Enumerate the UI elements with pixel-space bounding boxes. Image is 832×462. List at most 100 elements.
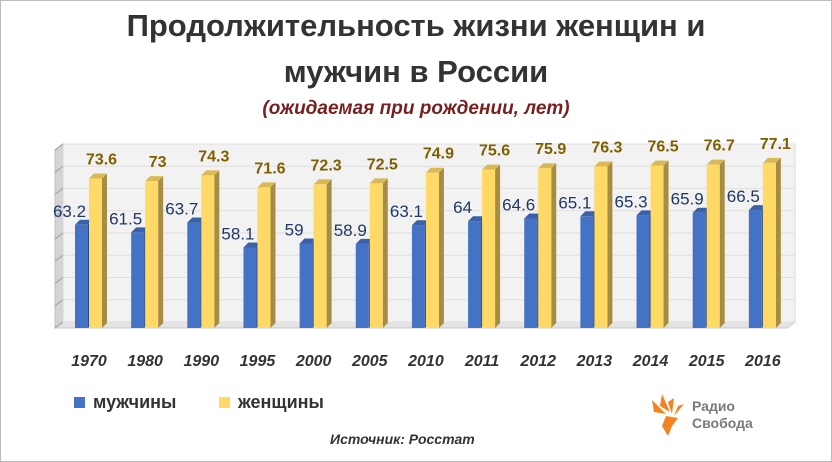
- data-label: 73: [149, 154, 167, 171]
- bar-мужчины-1980: [131, 232, 145, 328]
- legend-swatch-men: [74, 397, 85, 408]
- data-label: 73.6: [86, 151, 117, 168]
- data-label: 63.1: [390, 202, 423, 221]
- bar-женщины-2015: [706, 164, 720, 328]
- data-label: 65.1: [558, 193, 591, 212]
- bar-женщины-2010: [425, 172, 439, 328]
- bar-side: [775, 157, 781, 328]
- bar-top: [131, 227, 150, 233]
- bar-side: [551, 163, 557, 328]
- data-label: 72.3: [311, 157, 342, 174]
- bar-top: [524, 213, 543, 219]
- bar-мужчины-2005: [355, 243, 369, 328]
- bar-мужчины-2013: [580, 216, 594, 328]
- bar-top: [580, 211, 599, 217]
- bar-top: [594, 161, 613, 167]
- bar-side: [158, 176, 164, 328]
- bar-мужчины-2011: [468, 221, 482, 328]
- gridline-side: [54, 165, 64, 173]
- data-label: 71.6: [254, 160, 285, 177]
- legend-label-men: мужчины: [93, 392, 177, 412]
- gridline-side: [54, 254, 64, 262]
- data-label: 76.3: [591, 139, 622, 156]
- bar-side: [607, 161, 613, 328]
- bar-мужчины-2014: [636, 215, 650, 328]
- bar-мужчины-1990: [187, 222, 201, 328]
- bar-top: [468, 216, 487, 222]
- legend-swatch-women: [219, 397, 230, 408]
- bar-top: [692, 207, 711, 213]
- x-tick-label: 2010: [407, 353, 444, 370]
- bar-side: [719, 159, 725, 328]
- bar-женщины-1980: [145, 181, 159, 328]
- bar-top: [482, 164, 501, 170]
- x-tick-label: 1990: [184, 353, 220, 370]
- x-tick-label: 2000: [295, 353, 332, 370]
- bar-мужчины-2012: [524, 218, 538, 328]
- bar-top: [762, 157, 781, 163]
- gridline-side: [54, 210, 64, 218]
- data-label: 75.6: [479, 143, 510, 160]
- legend-item-women: женщины: [219, 392, 324, 413]
- data-label: 63.2: [53, 202, 86, 221]
- gridline-side: [54, 277, 64, 284]
- data-label: 74.9: [423, 146, 454, 163]
- data-label: 72.5: [367, 156, 398, 173]
- data-label: 58.1: [221, 224, 254, 243]
- radio-svoboda-logo: Радио Свобода: [648, 392, 753, 438]
- bar-top: [425, 167, 444, 173]
- bar-side: [326, 179, 332, 328]
- bar-top: [243, 242, 262, 248]
- data-label: 76.7: [704, 138, 735, 155]
- radio-svoboda-flame-icon: [652, 394, 684, 436]
- data-label: 61.5: [109, 209, 142, 228]
- bar-женщины-2014: [650, 165, 664, 328]
- bar-top: [145, 176, 164, 182]
- x-tick-label: 1970: [71, 353, 107, 370]
- legend-item-men: мужчины: [74, 392, 176, 413]
- x-tick-label: 1980: [127, 353, 163, 370]
- gridline-side: [54, 188, 64, 195]
- data-label: 66.5: [727, 187, 760, 206]
- data-label: 59: [285, 220, 304, 239]
- data-label: 65.3: [614, 192, 647, 211]
- gridline-side: [54, 143, 64, 151]
- gridline-side: [54, 232, 64, 240]
- bar-top: [538, 163, 557, 169]
- bar-top: [75, 219, 93, 225]
- bar-side: [382, 178, 388, 328]
- chart-source: Источник: Росстат: [330, 431, 475, 447]
- data-label: 64.6: [502, 196, 535, 215]
- bar-top: [89, 173, 107, 179]
- bar-женщины-2013: [594, 166, 608, 328]
- bar-мужчины-2015: [692, 212, 706, 328]
- bar-мужчины-1970: [75, 224, 88, 328]
- bar-top: [369, 178, 388, 184]
- gridline-side: [54, 299, 64, 307]
- legend-label-women: женщины: [238, 392, 324, 412]
- chart-subtitle: (ожидаемая при рождении, лет): [262, 98, 570, 119]
- bar-top: [636, 210, 655, 216]
- data-label: 77.1: [760, 136, 791, 153]
- x-tick-label: 2015: [688, 353, 726, 370]
- x-tick-label: 1995: [240, 353, 277, 370]
- bar-женщины-1990: [201, 175, 215, 328]
- bar-side: [663, 160, 669, 328]
- data-label: 76.5: [647, 139, 678, 156]
- data-label: 75.9: [535, 141, 566, 158]
- bar-side: [495, 164, 501, 328]
- bar-side: [270, 182, 276, 328]
- logo-line1: Радио: [692, 398, 735, 414]
- bar-женщины-2005: [369, 183, 383, 328]
- data-label: 65.9: [671, 190, 704, 209]
- x-tick-label: 2012: [519, 353, 556, 370]
- bar-top: [313, 179, 332, 185]
- bar-top: [299, 238, 318, 244]
- chart-title-line2: мужчин в России: [283, 54, 549, 89]
- bar-женщины-2011: [482, 169, 496, 328]
- bar-side: [214, 170, 220, 328]
- data-label: 64: [453, 198, 472, 217]
- x-tick-label: 2014: [632, 353, 669, 370]
- bar-женщины-2012: [538, 168, 552, 328]
- bar-top: [650, 160, 669, 166]
